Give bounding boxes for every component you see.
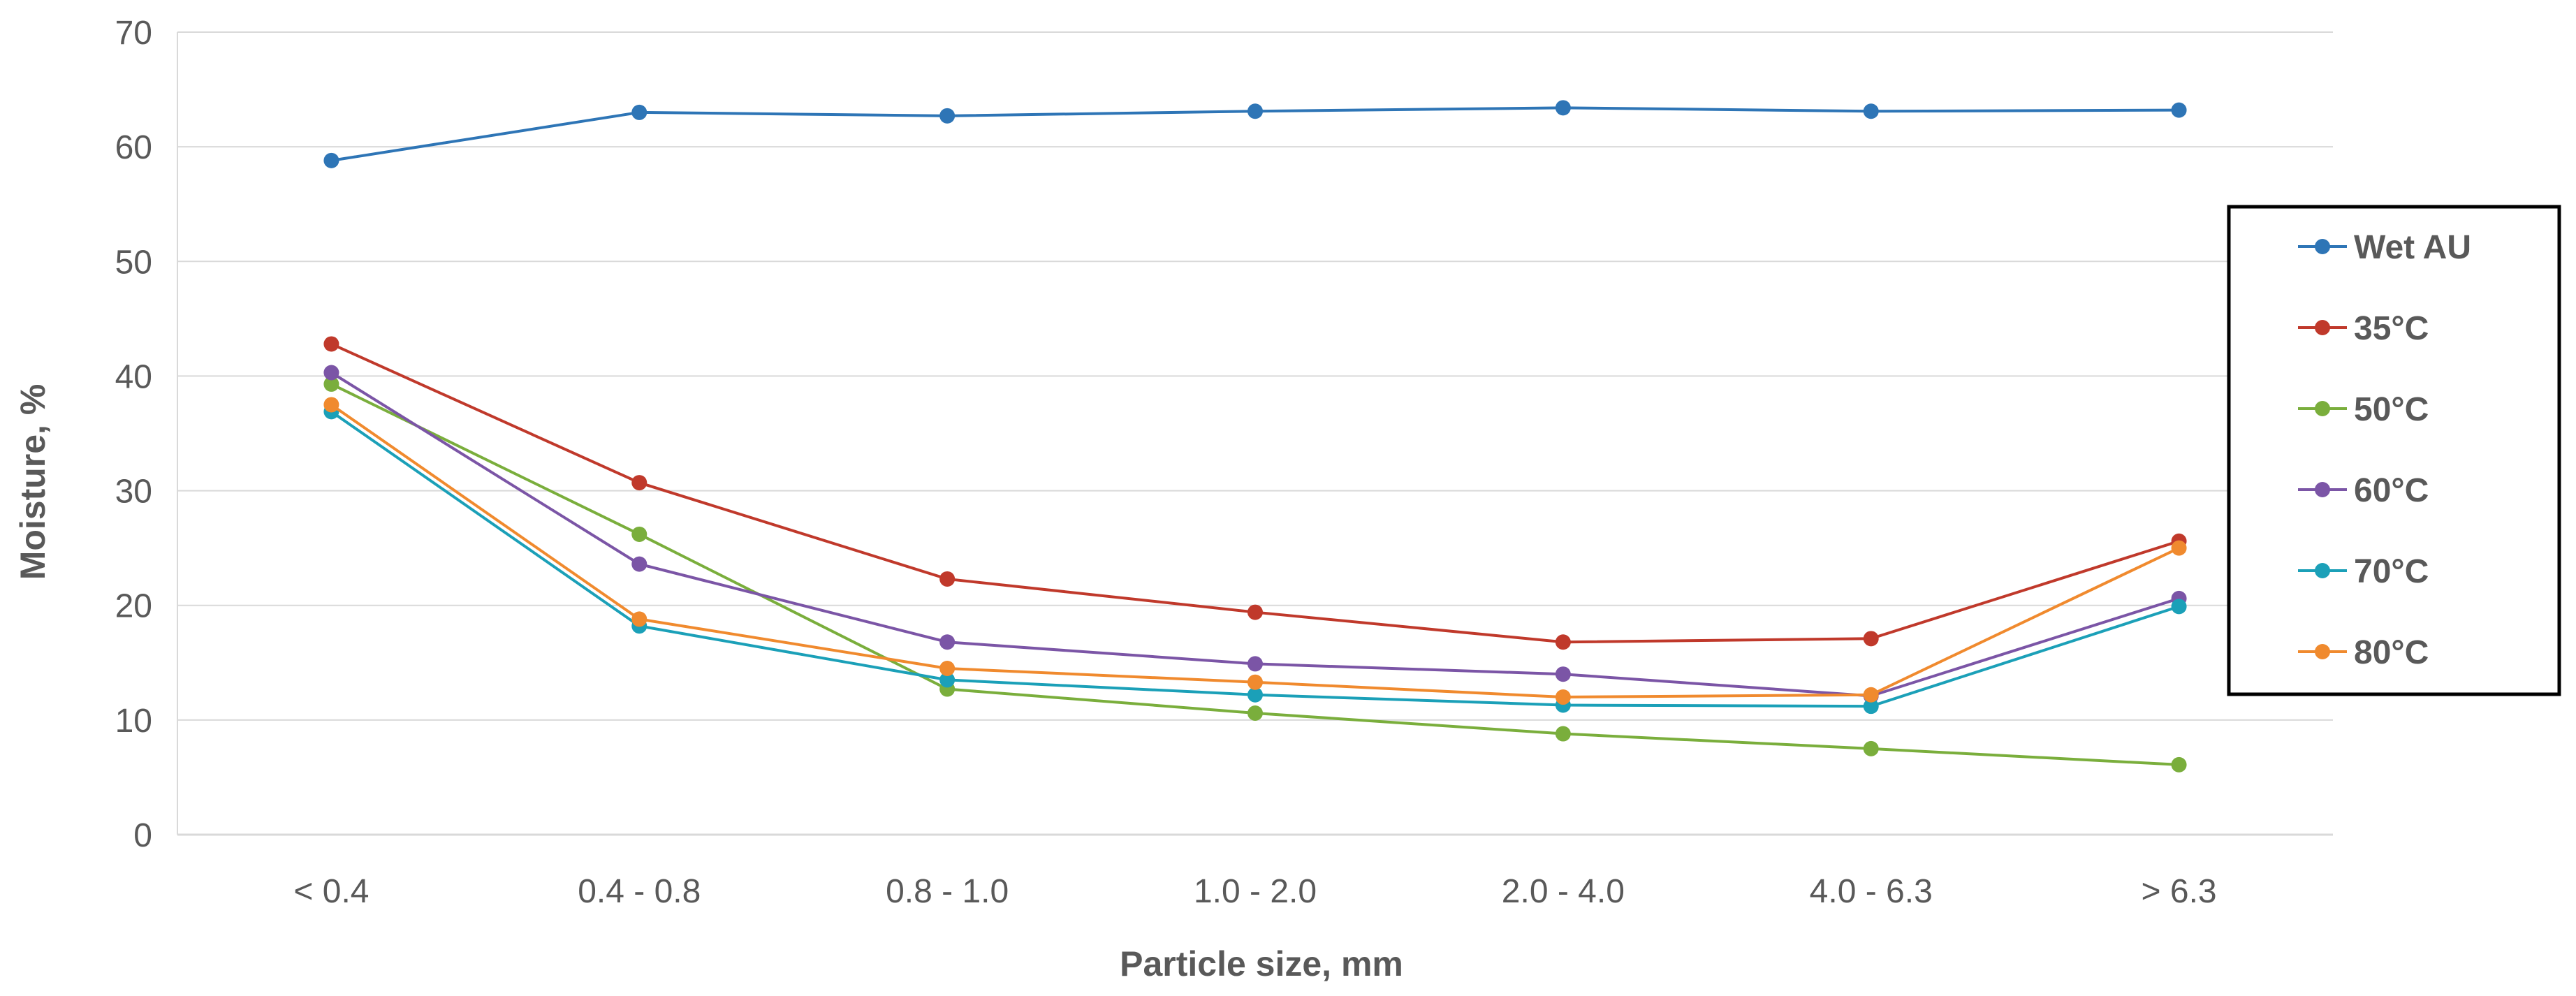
data-point	[939, 660, 956, 676]
data-point	[1863, 740, 1879, 756]
data-point	[1247, 687, 1263, 703]
data-point	[323, 376, 339, 392]
x-tick-label: 1.0 - 2.0	[1194, 873, 1317, 910]
data-point	[1247, 604, 1263, 620]
data-point	[1555, 726, 1571, 742]
legend-swatch-marker	[2315, 239, 2330, 254]
data-point	[323, 336, 339, 352]
legend-box	[2227, 205, 2561, 696]
x-tick-label: 0.4 - 0.8	[578, 873, 701, 910]
legend-item: 50°C	[2298, 391, 2429, 428]
y-tick-label: 30	[115, 474, 152, 511]
y-axis-ticks: 0 10 20 30 40 50 60 70	[115, 15, 152, 854]
legend-item: 70°C	[2298, 553, 2429, 590]
legend-item: Wet AU	[2298, 229, 2471, 266]
y-tick-label: 20	[115, 588, 152, 625]
data-point	[1247, 656, 1263, 672]
legend-label: 50°C	[2354, 391, 2429, 428]
data-point	[1247, 705, 1263, 722]
data-point	[1555, 634, 1571, 650]
y-tick-label: 10	[115, 703, 152, 740]
legend-label: 60°C	[2354, 472, 2429, 509]
legend: Wet AU 35°C 50°C 60°C 70°C 80°C	[2227, 205, 2561, 696]
x-tick-label: 4.0 - 6.3	[1810, 873, 1933, 910]
legend-swatch-marker	[2315, 482, 2330, 497]
data-point	[2171, 756, 2187, 772]
legend-label: 70°C	[2354, 553, 2429, 590]
y-axis-title: Moisture, %	[13, 384, 52, 580]
x-tick-label: 2.0 - 4.0	[1502, 873, 1625, 910]
series-2	[323, 376, 2187, 772]
data-point	[1863, 687, 1879, 703]
series-0	[323, 100, 2187, 168]
data-point	[1555, 100, 1571, 116]
data-point	[939, 634, 956, 650]
data-point	[631, 611, 647, 627]
series-1	[323, 336, 2187, 650]
series-3	[323, 365, 2187, 704]
legend-swatch-marker	[2315, 563, 2330, 578]
y-tick-label: 40	[115, 358, 152, 395]
data-point	[2171, 540, 2187, 556]
data-point	[1555, 689, 1571, 705]
y-tick-label: 0	[133, 817, 152, 854]
legend-swatch-marker	[2315, 401, 2330, 416]
data-point	[939, 672, 956, 688]
y-tick-label: 60	[115, 129, 152, 166]
legend-label: 35°C	[2354, 310, 2429, 347]
data-point	[323, 152, 339, 168]
legend-swatch-marker	[2315, 320, 2330, 335]
legend-item: 60°C	[2298, 472, 2429, 509]
data-point	[2171, 599, 2187, 615]
data-point	[631, 475, 647, 491]
legend-item: 35°C	[2298, 310, 2429, 347]
series-line	[330, 403, 2180, 699]
x-axis-title: Particle size, mm	[1120, 944, 1403, 983]
data-point	[631, 104, 647, 120]
y-tick-label: 70	[115, 15, 152, 52]
x-tick-label: 0.8 - 1.0	[886, 873, 1009, 910]
data-point	[939, 108, 956, 124]
y-tick-label: 50	[115, 244, 152, 281]
x-axis-ticks: < 0.4 0.4 - 0.8 0.8 - 1.0 1.0 - 2.0 2.0 - 4.…	[293, 873, 2216, 910]
series-line	[330, 371, 2180, 698]
legend-swatch-marker	[2315, 644, 2330, 659]
data-point	[1247, 103, 1263, 119]
series-5	[323, 397, 2187, 705]
gridlines	[177, 31, 2333, 836]
legend-label: 80°C	[2354, 634, 2429, 671]
data-point	[631, 556, 647, 572]
x-tick-label: > 6.3	[2142, 873, 2217, 910]
data-point	[323, 365, 339, 381]
legend-label: Wet AU	[2354, 229, 2471, 266]
data-point	[1863, 698, 1879, 715]
data-point	[1863, 103, 1879, 119]
data-point	[2171, 102, 2187, 118]
data-point	[1863, 631, 1879, 647]
data-point	[323, 397, 339, 413]
data-point	[1555, 666, 1571, 682]
data-point	[939, 571, 956, 587]
legend-item: 80°C	[2298, 634, 2429, 671]
data-point	[1247, 674, 1263, 690]
x-tick-label: < 0.4	[293, 873, 369, 910]
data-point	[631, 526, 647, 542]
series-group	[323, 100, 2187, 772]
